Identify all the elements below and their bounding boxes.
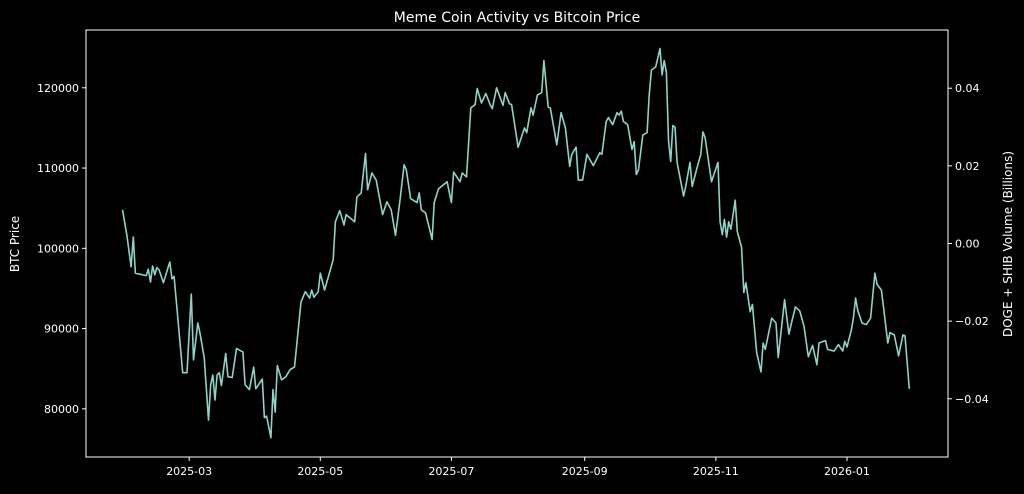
y2-tick-label: 0.00 <box>955 238 980 251</box>
y2-tick-label: −0.04 <box>955 393 989 406</box>
x-tick-label: 2025-11 <box>693 465 739 478</box>
x-tick-label: 2025-03 <box>166 465 212 478</box>
chart-title: Meme Coin Activity vs Bitcoin Price <box>394 10 640 26</box>
x-tick-label: 2025-05 <box>297 465 343 478</box>
y-tick-label: 100000 <box>37 242 79 255</box>
x-tick-label: 2025-07 <box>428 465 474 478</box>
y-tick-label: 80000 <box>44 403 79 416</box>
y-tick-label: 90000 <box>44 323 79 336</box>
y2-tick-label: 0.04 <box>955 82 980 95</box>
y-tick-label: 110000 <box>37 162 79 175</box>
y-axis-label: BTC Price <box>8 216 22 272</box>
plot-frame <box>85 29 949 458</box>
x-tick-label: 2026-01 <box>824 465 870 478</box>
y2-tick-label: 0.02 <box>955 160 980 173</box>
x-tick-label: 2025-09 <box>562 465 608 478</box>
y-tick-label: 120000 <box>37 82 79 95</box>
series-line-btc-price <box>121 47 911 439</box>
y2-tick-label: −0.02 <box>955 315 989 328</box>
y2-axis-label: DOGE + SHIB Volume (Billions) <box>1001 151 1015 337</box>
